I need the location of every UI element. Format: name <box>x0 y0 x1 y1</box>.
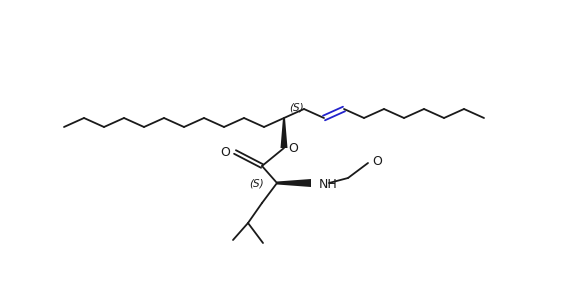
Polygon shape <box>277 179 311 187</box>
Text: NH: NH <box>319 178 338 192</box>
Text: O: O <box>220 145 230 159</box>
Text: O: O <box>372 155 382 167</box>
Polygon shape <box>280 118 288 148</box>
Text: O: O <box>288 141 298 155</box>
Text: (S): (S) <box>250 179 265 189</box>
Text: (S): (S) <box>289 102 303 112</box>
